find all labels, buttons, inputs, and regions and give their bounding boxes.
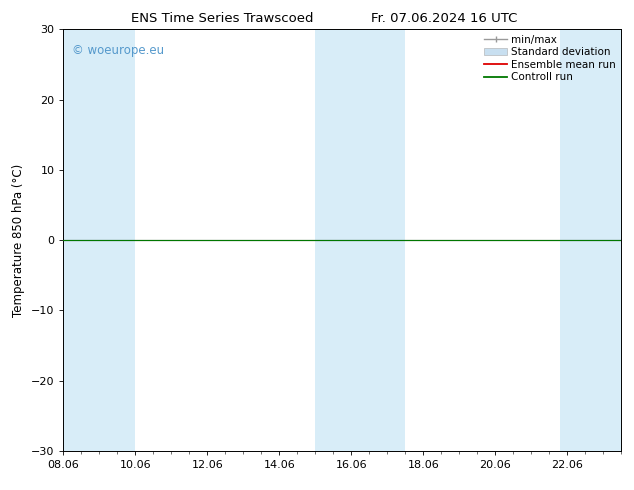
Legend: min/max, Standard deviation, Ensemble mean run, Controll run: min/max, Standard deviation, Ensemble me… — [482, 32, 618, 84]
Text: ENS Time Series Trawscoed: ENS Time Series Trawscoed — [131, 12, 313, 25]
Text: © woeurope.eu: © woeurope.eu — [72, 44, 164, 57]
Text: Fr. 07.06.2024 16 UTC: Fr. 07.06.2024 16 UTC — [371, 12, 517, 25]
Bar — [81, 29, 136, 451]
Bar — [560, 29, 621, 451]
Bar — [315, 29, 405, 451]
Bar — [63, 29, 81, 451]
Y-axis label: Temperature 850 hPa (°C): Temperature 850 hPa (°C) — [12, 164, 25, 317]
